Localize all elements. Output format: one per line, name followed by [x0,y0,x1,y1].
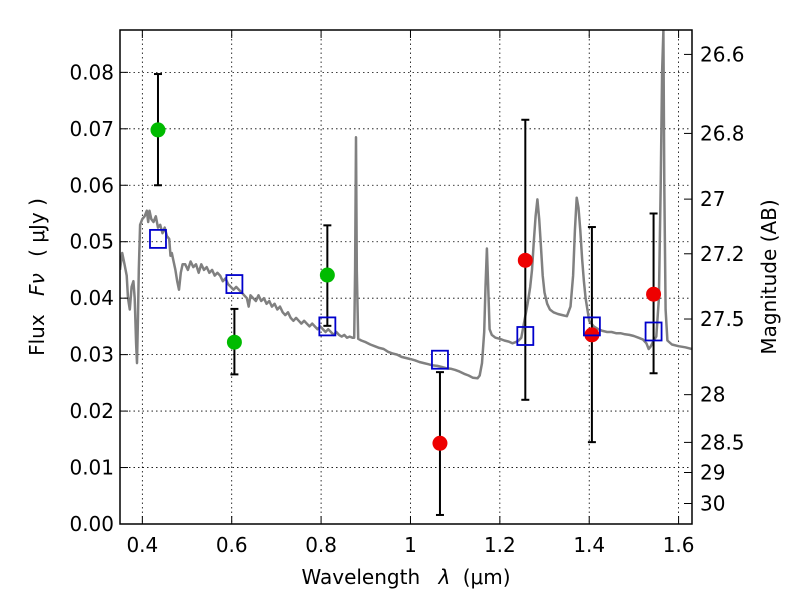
model-square [516,326,535,346]
right-tick-label: 29 [700,461,725,485]
y-tick-label: 0.08 [69,60,114,84]
grid-lines [120,30,692,525]
x-axis-label-symbol: λ [438,565,451,589]
x-axis-label-unit: (μm) [463,565,511,589]
x-tick-label: 1 [404,533,417,557]
right-tick-label: 27 [700,187,725,211]
y-axis-label-unit: ( μJy ) [25,198,49,257]
right-tick-label: 26.6 [700,42,745,66]
x-axis-label: Wavelength λ (μm) [301,565,510,589]
right-tick-label: 28.5 [700,430,745,454]
model-square [318,316,337,337]
y-tick-label: 0.05 [69,230,114,254]
model-square [644,321,663,342]
green-point [226,334,242,350]
model-square [225,274,244,294]
y-tick-label: 0.02 [69,399,114,423]
right-tick-label: 30 [700,492,725,516]
x-tick-label: 1.6 [663,533,695,557]
red-point [517,252,533,268]
x-axis-label-text: Wavelength [301,565,420,589]
right-axis-label: Magnitude (AB) [757,199,781,354]
right-tick-label: 26.8 [700,121,745,145]
model-square [583,316,601,337]
right-tick-label: 27.2 [700,242,745,266]
model-square [149,228,167,249]
right-tick-label: 27.5 [700,307,745,331]
y-axis-label: Flux Fν ( μJy ) [25,198,49,356]
x-tick-label: 1.2 [484,533,516,557]
y-tick-label: 0.04 [69,286,114,310]
y-tick-label: 0.01 [69,456,114,480]
green-point [150,122,166,138]
y-axis-label-symbol: Fν [25,273,49,296]
y-tick-label: 0.06 [69,173,114,197]
plot-frame [119,29,693,525]
model-square [431,349,449,370]
spectrum-layer [120,30,692,380]
spectrum-line [120,30,692,380]
x-tick-label: 0.6 [216,533,248,557]
x-tick-label: 1.4 [573,533,605,557]
x-tick-label: 0.8 [305,533,337,557]
red-point [432,435,448,451]
error-bars-layer [153,73,658,516]
right-tick-label: 28 [700,383,725,407]
red-point [646,286,662,302]
axis-ticks: 0.4 0.6 0.8 1 1.2 1.4 1.6 0.00 0.01 0.02 0.03 0.04 0… [69,30,745,557]
green-point [319,267,335,283]
y-tick-label: 0.03 [69,343,114,367]
y-tick-label: 0.00 [69,512,114,536]
markers-layer [149,122,663,451]
x-tick-label: 0.4 [126,533,158,557]
y-axis-label-text: Flux [25,314,49,356]
y-tick-label: 0.07 [69,117,114,141]
